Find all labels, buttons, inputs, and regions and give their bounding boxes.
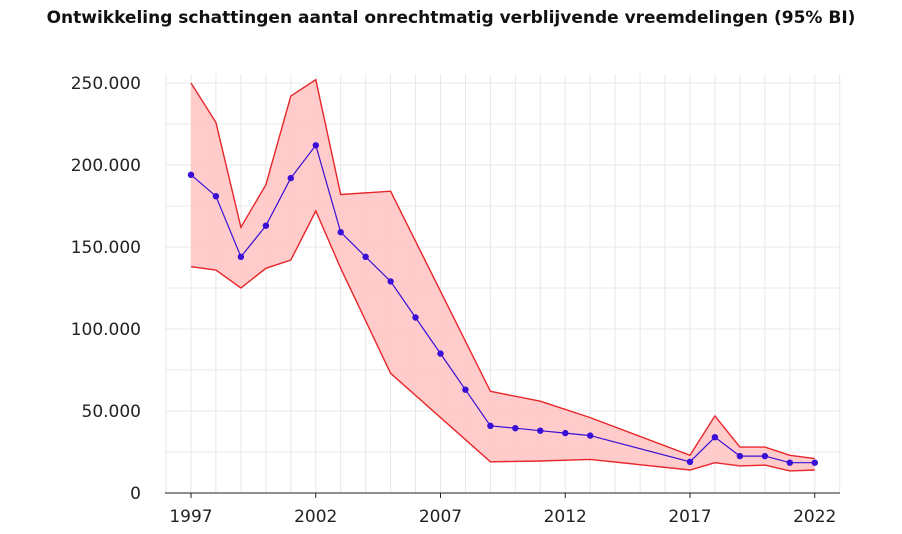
x-tick-label: 2007 (419, 507, 462, 527)
estimate-point (437, 350, 444, 357)
estimate-point (736, 452, 744, 460)
estimate-point (512, 425, 519, 432)
y-tick-label: 50.000 (82, 402, 141, 422)
x-tick-label: 2022 (793, 507, 836, 527)
estimate-point (387, 278, 394, 285)
y-tick-label: 100.000 (71, 320, 141, 340)
confidence-interval (190, 78, 815, 472)
confidence-interval-area (191, 79, 815, 471)
x-tick-label: 1997 (169, 507, 212, 527)
estimate-point (312, 142, 319, 149)
estimate-point (262, 222, 270, 229)
y-tick-label: 0 (130, 484, 141, 504)
estimate-point (537, 427, 544, 434)
estimate-point (562, 429, 569, 437)
x-tick-label: 2017 (668, 507, 711, 527)
upper-bound-line (190, 78, 815, 460)
estimate-point (761, 452, 769, 460)
estimate-point (212, 193, 220, 200)
lower-bound-line (190, 209, 815, 472)
estimate-point (587, 432, 594, 439)
y-tick-label: 150.000 (71, 238, 141, 258)
chart-title: Ontwikkeling schattingen aantal onrechtm… (46, 8, 856, 28)
estimate-point (711, 434, 719, 441)
y-tick-label: 250.000 (71, 74, 141, 94)
estimate-point (686, 458, 694, 465)
estimate-point (187, 171, 195, 178)
x-tick-label: 2002 (294, 507, 337, 527)
estimate-point (786, 459, 793, 466)
estimate-point (487, 422, 494, 429)
estimate-point (237, 253, 245, 260)
estimate-series (187, 142, 818, 466)
x-tick-labels: 1997 2002 2007 2012 2017 2022 (169, 507, 836, 527)
estimate-point (337, 229, 344, 236)
x-tick-label: 2012 (544, 507, 587, 527)
estimate-point (362, 253, 369, 260)
estimate-point (811, 459, 818, 466)
y-tick-labels: 0 50.000 100.000 150.000 200.000 250.000 (71, 74, 141, 504)
axes (165, 492, 840, 498)
estimate-point (462, 386, 469, 393)
estimate-point (287, 174, 294, 182)
y-tick-label: 200.000 (71, 156, 141, 176)
estimate-point (412, 314, 419, 321)
